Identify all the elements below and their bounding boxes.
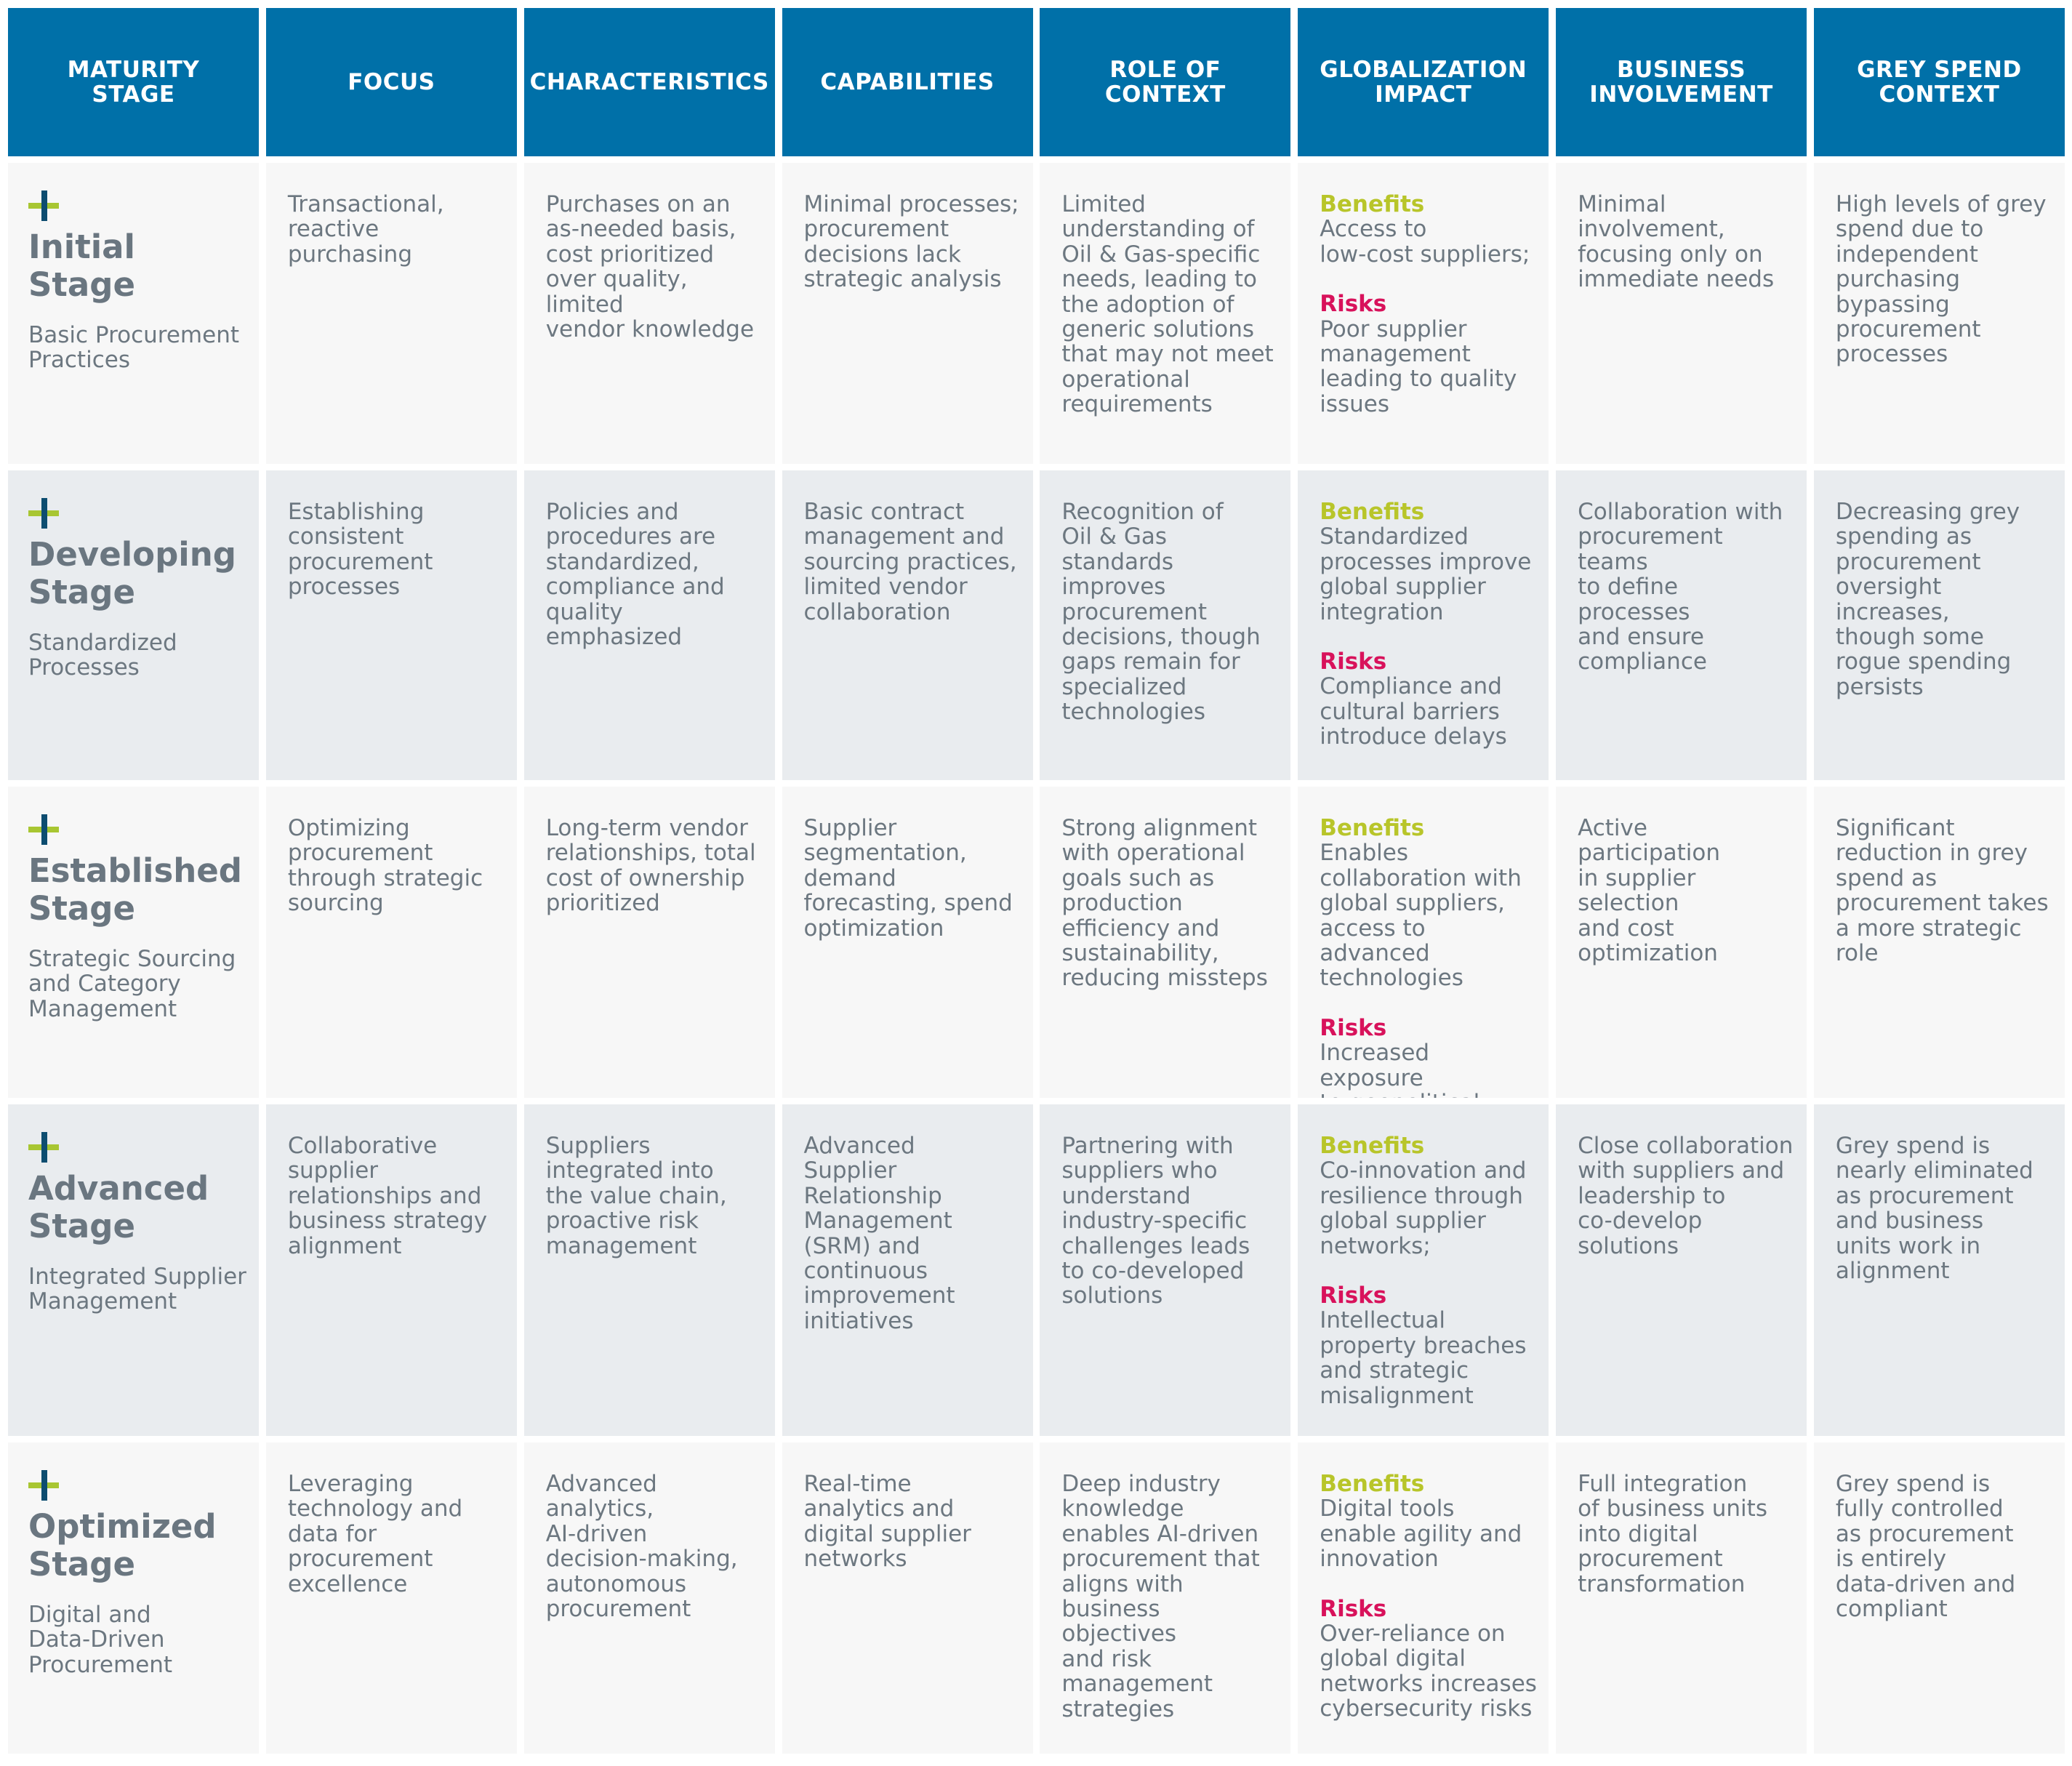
header-capabilities: CAPABILITIES <box>782 8 1033 156</box>
plus-icon <box>28 814 59 845</box>
stage-subtitle: Strategic Sourcing and Category Manageme… <box>28 946 236 1022</box>
benefits-text: Access to low-cost suppliers; <box>1320 216 1530 268</box>
risks-text: Compliance and cultural barriers introdu… <box>1320 673 1507 750</box>
capabilities-cell: Minimal processes; procurement decisions… <box>782 163 1033 464</box>
stage-cell-optimized: Optimized Stage Digital and Data-Driven … <box>8 1442 259 1754</box>
business-cell: Minimal involvement, focusing only on im… <box>1556 163 1807 464</box>
benefits-label: Benefits <box>1320 815 1425 841</box>
globalization-cell: Benefits Enables collaboration with glob… <box>1298 787 1549 1098</box>
stage-title: Initial Stage <box>28 228 136 304</box>
header-label: ROLE OF CONTEXT <box>1104 57 1226 108</box>
header-maturity-stage: MATURITY STAGE <box>8 8 259 156</box>
risks-text: Poor supplier management leading to qual… <box>1320 316 1517 417</box>
risks-label: Risks <box>1320 1014 1387 1041</box>
role-cell: Strong alignment with operational goals … <box>1040 787 1291 1098</box>
maturity-table: MATURITY STAGE FOCUS CHARACTERISTICS CAP… <box>8 8 2065 1754</box>
risks-label: Risks <box>1320 649 1387 675</box>
benefits-label: Benefits <box>1320 1133 1425 1159</box>
stage-title: Optimized Stage <box>28 1507 217 1584</box>
business-cell: Active participation in supplier selecti… <box>1556 787 1807 1098</box>
stage-cell-developing: Developing Stage Standardized Processes <box>8 470 259 780</box>
header-label: GREY SPEND CONTEXT <box>1857 57 2022 108</box>
benefits-text: Digital tools enable agility and innovat… <box>1320 1496 1522 1573</box>
business-cell: Close collaboration with suppliers and l… <box>1556 1104 1807 1436</box>
benefits-text: Standardized processes improve global su… <box>1320 523 1532 625</box>
plus-icon <box>28 190 59 221</box>
benefits-label: Benefits <box>1320 499 1425 525</box>
globalization-cell: Benefits Standardized processes improve … <box>1298 470 1549 780</box>
role-cell: Partnering with suppliers who understand… <box>1040 1104 1291 1436</box>
stage-title: Established Stage <box>28 851 243 928</box>
focus-cell: Leveraging technology and data for procu… <box>265 1442 517 1754</box>
globalization-cell: Benefits Co-innovation and resilience th… <box>1298 1104 1549 1436</box>
stage-subtitle: Integrated Supplier Management <box>28 1264 246 1315</box>
role-cell: Limited understanding of Oil & Gas-speci… <box>1040 163 1291 464</box>
stage-cell-advanced: Advanced Stage Integrated Supplier Manag… <box>8 1104 259 1436</box>
header-label: CAPABILITIES <box>820 69 995 95</box>
characteristics-cell: Policies and procedures are standardized… <box>523 470 775 780</box>
focus-cell: Collaborative supplier relationships and… <box>265 1104 517 1436</box>
header-label: CHARACTERISTICS <box>529 69 769 95</box>
business-cell: Full integration of business units into … <box>1556 1442 1807 1754</box>
stage-subtitle: Standardized Processes <box>28 630 177 681</box>
globalization-cell: Benefits Digital tools enable agility an… <box>1298 1442 1549 1754</box>
plus-icon <box>28 1132 59 1163</box>
grey-spend-cell: Decreasing grey spending as procurement … <box>1813 470 2065 780</box>
risks-text: Over-reliance on global digital networks… <box>1320 1621 1537 1722</box>
header-label: BUSINESS INVOLVEMENT <box>1589 57 1773 108</box>
benefits-label: Benefits <box>1320 191 1425 217</box>
characteristics-cell: Purchases on an as-needed basis, cost pr… <box>523 163 775 464</box>
grey-spend-cell: High levels of grey spend due to indepen… <box>1813 163 2065 464</box>
capabilities-cell: Real-time analytics and digital supplier… <box>782 1442 1033 1754</box>
characteristics-cell: Advanced analytics, AI-driven decision-m… <box>523 1442 775 1754</box>
characteristics-cell: Suppliers integrated into the value chai… <box>523 1104 775 1436</box>
header-focus: FOCUS <box>265 8 517 156</box>
benefits-label: Benefits <box>1320 1471 1425 1497</box>
stage-title: Advanced Stage <box>28 1169 209 1245</box>
capabilities-cell: Advanced Supplier Relationship Managemen… <box>782 1104 1033 1436</box>
risks-label: Risks <box>1320 1283 1387 1309</box>
business-cell: Collaboration with procurement teams to … <box>1556 470 1807 780</box>
plus-icon <box>28 1470 59 1501</box>
header-grey-spend-context: GREY SPEND CONTEXT <box>1813 8 2065 156</box>
role-cell: Recognition of Oil & Gas standards impro… <box>1040 470 1291 780</box>
stage-subtitle: Digital and Data-Driven Procurement <box>28 1602 173 1678</box>
globalization-cell: Benefits Access to low-cost suppliers; R… <box>1298 163 1549 464</box>
grey-spend-cell: Grey spend is fully controlled as procur… <box>1813 1442 2065 1754</box>
grey-spend-cell: Grey spend is nearly eliminated as procu… <box>1813 1104 2065 1436</box>
risks-text: Increased exposure to geopolitical risks <box>1320 1040 1479 1098</box>
risks-label: Risks <box>1320 1595 1387 1622</box>
header-label: FOCUS <box>348 69 435 95</box>
focus-cell: Optimizing procurement through strategic… <box>265 787 517 1098</box>
plus-icon <box>28 498 59 529</box>
benefits-text: Enables collaboration with global suppli… <box>1320 840 1522 992</box>
header-globalization-impact: GLOBALIZATION IMPACT <box>1298 8 1549 156</box>
risks-text: Intellectual property breaches and strat… <box>1320 1307 1527 1409</box>
header-characteristics: CHARACTERISTICS <box>523 8 775 156</box>
focus-cell: Transactional, reactive purchasing <box>265 163 517 464</box>
header-role-of-context: ROLE OF CONTEXT <box>1040 8 1291 156</box>
stage-cell-established: Established Stage Strategic Sourcing and… <box>8 787 259 1098</box>
risks-label: Risks <box>1320 291 1387 318</box>
capabilities-cell: Supplier segmentation, demand forecastin… <box>782 787 1033 1098</box>
capabilities-cell: Basic contract management and sourcing p… <box>782 470 1033 780</box>
stage-subtitle: Basic Procurement Practices <box>28 322 240 374</box>
stage-title: Developing Stage <box>28 535 236 611</box>
characteristics-cell: Long-term vendor relationships, total co… <box>523 787 775 1098</box>
stage-cell-initial: Initial Stage Basic Procurement Practice… <box>8 163 259 464</box>
grey-spend-cell: Significant reduction in grey spend as p… <box>1813 787 2065 1098</box>
role-cell: Deep industry knowledge enables AI-drive… <box>1040 1442 1291 1754</box>
header-business-involvement: BUSINESS INVOLVEMENT <box>1556 8 1807 156</box>
header-label: GLOBALIZATION IMPACT <box>1320 57 1527 108</box>
header-label: MATURITY STAGE <box>67 57 200 108</box>
benefits-text: Co-innovation and resilience through glo… <box>1320 1157 1527 1259</box>
focus-cell: Establishing consistent procurement proc… <box>265 470 517 780</box>
